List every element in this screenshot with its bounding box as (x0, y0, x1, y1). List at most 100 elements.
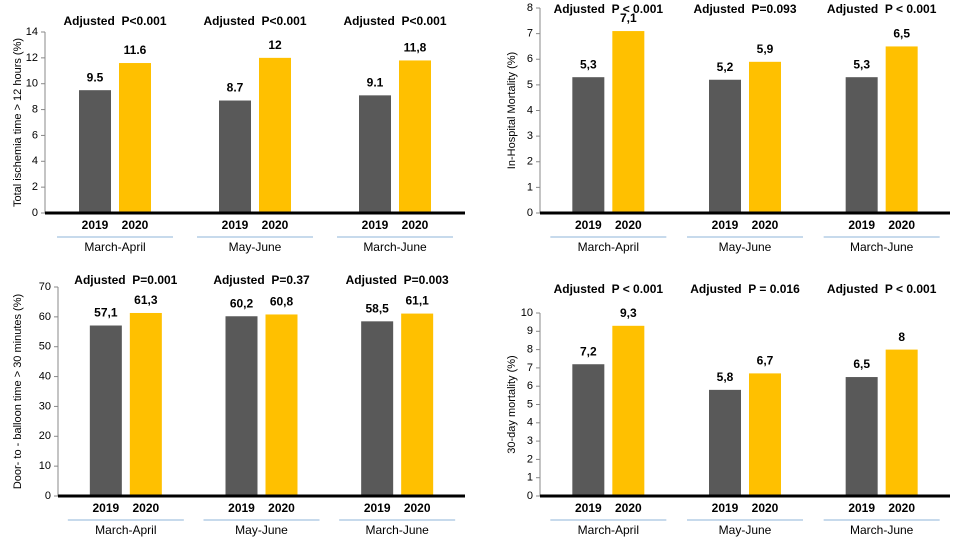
annotation: Adjusted P<0.001 (63, 14, 166, 28)
series-label: 2020 (752, 501, 779, 515)
y-tick-label: 8 (527, 344, 533, 356)
y-tick-label: 10 (39, 460, 51, 472)
series-label: 2020 (402, 218, 429, 232)
data-label: 11.6 (124, 43, 147, 57)
y-tick-label: 5 (527, 398, 533, 410)
bar (709, 389, 741, 496)
category-label: March-April (84, 240, 145, 254)
data-label: 9,3 (620, 306, 637, 320)
y-tick-label: 3 (527, 435, 533, 447)
annotation: Adjusted P=0.093 (693, 2, 796, 16)
y-tick-label: 8 (527, 2, 533, 14)
data-label: 5,9 (757, 42, 774, 56)
y-tick-label: 30 (39, 400, 51, 412)
y-tick-label: 6 (527, 53, 533, 65)
category-label: May-June (235, 523, 288, 537)
series-label: 2020 (888, 218, 915, 232)
category-label: May-June (719, 523, 772, 537)
y-tick-label: 0 (527, 207, 533, 219)
bar (79, 90, 111, 213)
series-label: 2020 (752, 218, 779, 232)
y-tick-label: 10 (26, 78, 38, 90)
y-tick-label: 7 (527, 28, 533, 40)
series-label: 2019 (228, 501, 255, 515)
y-tick-label: 20 (39, 430, 51, 442)
y-tick-label: 2 (527, 156, 533, 168)
y-axis-label: Door- to - balloon time > 30 minutes (%) (12, 294, 24, 489)
bar (129, 312, 162, 496)
data-label: 61,3 (134, 293, 158, 307)
series-label: 2020 (615, 501, 642, 515)
annotation: Adjusted P < 0.001 (554, 2, 664, 16)
annotation: Adjusted P=0.001 (74, 273, 177, 287)
data-label: 5,3 (580, 57, 597, 71)
series-label: 2020 (888, 501, 915, 515)
y-tick-label: 2 (32, 181, 38, 193)
bar (885, 349, 918, 496)
data-label: 8.7 (227, 81, 244, 95)
series-label: 2019 (712, 218, 739, 232)
y-tick-label: 70 (39, 281, 51, 293)
series-label: 2019 (222, 218, 249, 232)
y-tick-label: 40 (39, 370, 51, 382)
data-label: 60,8 (270, 295, 294, 309)
series-label: 2019 (848, 218, 875, 232)
annotation: Adjusted P<0.001 (343, 14, 446, 28)
bar (265, 314, 298, 496)
bar (749, 373, 781, 496)
data-label: 12 (268, 38, 282, 52)
bar (225, 316, 258, 496)
y-tick-label: 3 (527, 130, 533, 142)
y-tick-label: 4 (32, 155, 38, 167)
y-tick-label: 1 (527, 181, 533, 193)
annotation: Adjusted P=0.37 (213, 273, 310, 287)
series-label: 2020 (132, 501, 159, 515)
bar (572, 364, 605, 496)
bar (361, 321, 394, 496)
y-tick-label: 6 (32, 129, 38, 141)
series-label: 2019 (575, 501, 602, 515)
series-label: 2019 (362, 218, 389, 232)
data-label: 61,1 (405, 294, 429, 308)
y-axis-label: 30-day mortality (%) (506, 355, 518, 453)
data-label: 58,5 (365, 302, 389, 316)
category-label: March-April (578, 523, 639, 537)
annotation: Adjusted P<0.001 (203, 14, 306, 28)
series-label: 2020 (615, 218, 642, 232)
y-tick-label: 60 (39, 311, 51, 323)
y-tick-label: 2 (527, 453, 533, 465)
y-tick-label: 6 (527, 380, 533, 392)
bar (119, 63, 151, 214)
data-label: 8 (898, 330, 905, 344)
bar (401, 313, 434, 496)
data-label: 5,3 (853, 57, 870, 71)
y-tick-label: 0 (32, 207, 38, 219)
bar (885, 46, 918, 213)
y-tick-label: 8 (32, 103, 38, 115)
series-label: 2020 (404, 501, 431, 515)
y-tick-label: 12 (26, 52, 38, 64)
annotation: Adjusted P=0.003 (346, 273, 449, 287)
category-label: March-June (850, 523, 914, 537)
bar (709, 79, 741, 213)
data-label: 5,8 (717, 370, 734, 384)
series-label: 2019 (364, 501, 391, 515)
series-label: 2019 (712, 501, 739, 515)
category-label: March-April (578, 240, 639, 254)
y-tick-label: 14 (26, 26, 38, 38)
bar (612, 31, 645, 213)
y-tick-label: 7 (527, 362, 533, 374)
annotation: Adjusted P < 0.001 (554, 282, 664, 296)
category-label: March-June (363, 240, 427, 254)
data-label: 7,2 (580, 344, 597, 358)
series-label: 2020 (122, 218, 149, 232)
category-label: March-June (850, 240, 914, 254)
bar (259, 57, 291, 213)
bar (399, 60, 431, 213)
data-label: 5,2 (717, 60, 734, 74)
bar (572, 77, 605, 213)
series-label: 2019 (92, 501, 119, 515)
data-label: 11,8 (404, 41, 427, 55)
y-axis-label: Total ischemia time > 12 hours (%) (12, 38, 24, 207)
